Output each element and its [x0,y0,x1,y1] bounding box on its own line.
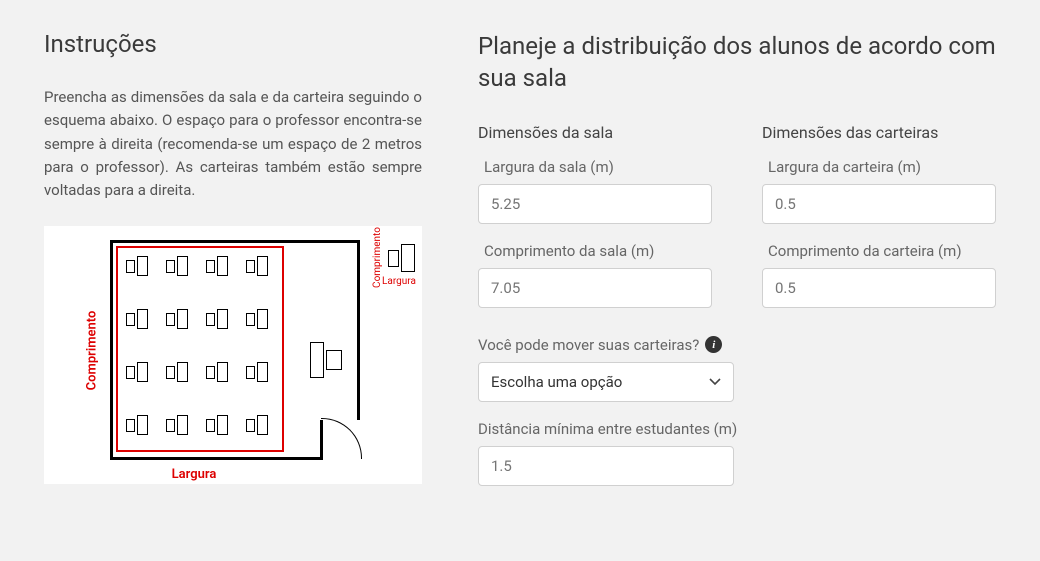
reference-width-label: Largura [378,276,420,287]
room-dimensions-heading: Dimensões da sala [478,123,712,142]
room-width-input[interactable] [478,184,712,224]
min-distance-label: Distância mínima entre estudantes (m) [478,420,996,438]
room-length-input[interactable] [478,268,712,308]
instructions-body: Preencha as dimensões da sala e da carte… [44,86,422,202]
room-length-label: Comprimento da sala (m) [484,242,712,260]
teacher-desk-icon [310,342,348,378]
desk-dimensions-group: Dimensões das carteiras Largura da carte… [762,123,996,326]
room-width-label: Largura [110,467,278,482]
info-icon[interactable]: i [705,336,722,353]
desk-width-label: Largura da carteira (m) [768,158,996,176]
room-width-label: Largura da sala (m) [484,158,712,176]
reference-desk-icon [388,244,416,272]
move-desks-select[interactable]: Escolha uma opção [478,362,734,402]
room-diagram: Comprimento Largura Comprimento Largura [44,226,422,484]
room-dimensions-group: Dimensões da sala Largura da sala (m) Co… [478,123,712,326]
door-icon [320,420,360,460]
min-distance-input[interactable] [478,446,734,486]
desk-dimensions-heading: Dimensões das carteiras [762,123,996,142]
instructions-title: Instruções [44,30,422,58]
desk-width-input[interactable] [762,184,996,224]
move-desks-label: Você pode mover suas carteiras? i [478,336,996,354]
reference-length-label: Comprimento [370,236,384,278]
move-desks-label-text: Você pode mover suas carteiras? [478,336,699,354]
planner-title: Planeje a distribuição dos alunos de aco… [478,30,996,95]
desk-length-input[interactable] [762,268,996,308]
room-length-label: Comprimento [84,240,100,460]
student-area-outline [116,246,284,452]
desk-length-label: Comprimento da carteira (m) [768,242,996,260]
